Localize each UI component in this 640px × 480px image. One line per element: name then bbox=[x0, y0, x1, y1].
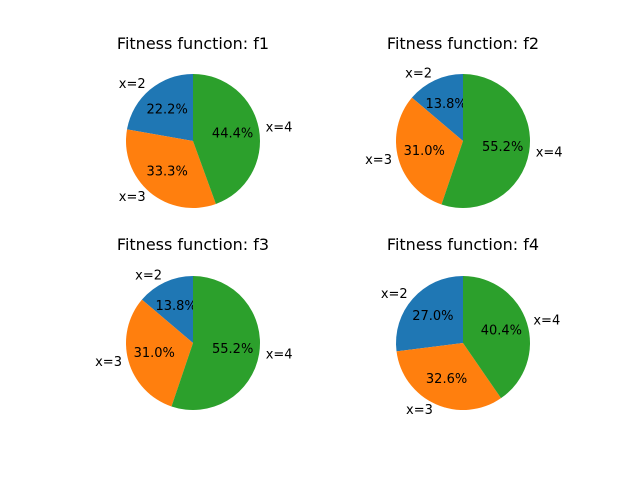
chart-title: Fitness function: f2 bbox=[387, 34, 539, 53]
slice-label: x=2 bbox=[119, 77, 146, 92]
slice-percent-label: 32.6% bbox=[426, 372, 467, 387]
slice-percent-label: 31.0% bbox=[134, 346, 175, 361]
slice-percent-label: 40.4% bbox=[481, 324, 522, 339]
pie-chart-f3: Fitness function: f3 x=2 13.8% x=3 31.0% x=4… bbox=[95, 235, 293, 411]
pie-slice-x-3 bbox=[396, 343, 502, 411]
slice-label: x=3 bbox=[406, 403, 433, 418]
pie-slice-x-4 bbox=[441, 74, 530, 209]
slice-percent-label: 44.4% bbox=[212, 127, 253, 142]
chart-title: Fitness function: f3 bbox=[117, 235, 269, 254]
slice-percent-label: 27.0% bbox=[412, 309, 453, 324]
pie-chart-f2: Fitness function: f2 x=2 13.8% x=3 31.0% x=4… bbox=[365, 34, 563, 209]
pie-slice-x-2 bbox=[141, 276, 193, 343]
slice-label: x=2 bbox=[135, 269, 162, 284]
pie-slice-x-2 bbox=[396, 276, 463, 352]
pie-slice-x-4 bbox=[463, 276, 530, 399]
slice-percent-label: 33.3% bbox=[147, 164, 188, 179]
slice-percent-label: 55.2% bbox=[212, 342, 253, 357]
pie-slice-x-3 bbox=[396, 97, 463, 205]
slice-percent-label: 13.8% bbox=[425, 97, 466, 112]
pie-slice-x-4 bbox=[193, 74, 260, 204]
slice-label: x=2 bbox=[381, 287, 408, 302]
pie-slice-x-3 bbox=[126, 299, 193, 407]
slice-percent-label: 55.2% bbox=[482, 140, 523, 155]
pie-slice-x-2 bbox=[127, 74, 193, 141]
pie-slice-x-3 bbox=[126, 129, 216, 208]
slice-percent-label: 13.8% bbox=[155, 299, 196, 314]
pie-chart-f4: Fitness function: f4 x=2 27.0% x=3 32.6% x=4… bbox=[381, 235, 560, 418]
slice-label: x=4 bbox=[266, 121, 293, 136]
slice-label: x=2 bbox=[405, 67, 432, 82]
chart-title: Fitness function: f1 bbox=[117, 34, 269, 53]
slice-label: x=3 bbox=[95, 355, 122, 370]
slice-label: x=4 bbox=[533, 314, 560, 329]
slice-label: x=4 bbox=[266, 347, 293, 362]
pie-slice-x-4 bbox=[171, 276, 260, 411]
slice-percent-label: 31.0% bbox=[404, 144, 445, 159]
slice-percent-label: 22.2% bbox=[147, 103, 188, 118]
slice-label: x=3 bbox=[119, 190, 146, 205]
pie-chart-f1: Fitness function: f1 x=222.2% x=333.3% x=4… bbox=[117, 34, 293, 208]
slice-label: x=3 bbox=[365, 153, 392, 168]
chart-title: Fitness function: f4 bbox=[387, 235, 539, 254]
pie-slice-x-2 bbox=[411, 74, 463, 141]
slice-label: x=4 bbox=[536, 145, 563, 160]
